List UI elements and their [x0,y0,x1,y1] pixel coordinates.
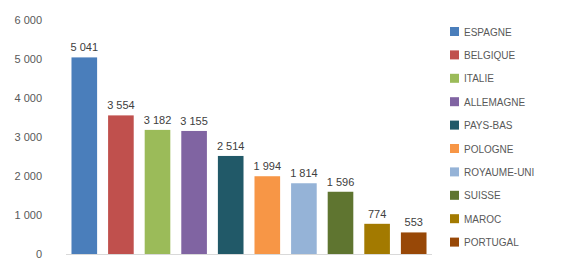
legend-label: ALLEMAGNE [464,97,525,108]
legend-label: BELGIQUE [464,50,515,61]
bars [71,57,426,254]
data-label: 1 814 [290,167,318,179]
data-label: 2 514 [217,140,245,152]
bar [328,192,354,254]
tick-mark [63,215,66,216]
legend-swatch [450,50,459,59]
legend-label: PORTUGAL [464,237,519,248]
tick-mark [63,20,66,21]
tick-mark [63,137,66,138]
legend-swatch [450,191,459,200]
legend-swatch [450,74,459,83]
y-tick-label: 2 000 [14,170,42,182]
data-label: 1 994 [254,160,282,172]
legend: ESPAGNE BELGIQUE ITALIE ALLEMAGNE PAYS-BAS PO… [450,27,534,249]
data-label: 3 182 [144,114,172,126]
x-axis [66,254,432,255]
legend-label: ESPAGNE [464,27,512,38]
data-label: 3 554 [107,99,135,111]
legend-swatch [450,214,459,223]
data-label: 5 041 [71,41,99,53]
bar [71,57,97,254]
y-tick-label: 0 [36,248,42,260]
bar [108,115,134,254]
bar [254,176,280,254]
bar [145,130,171,254]
legend-swatch [450,27,459,36]
legend-swatch [450,97,459,106]
legend-swatch [450,167,459,176]
y-tick-label: 3 000 [14,131,42,143]
legend-label: ITALIE [464,73,494,84]
legend-swatch [450,144,459,153]
tick-mark [63,98,66,99]
y-tick-label: 6 000 [14,14,42,26]
legend-label: SUISSE [464,190,501,201]
bar [291,183,317,254]
bar [401,232,427,254]
data-label: 774 [368,208,386,220]
legend-swatch [450,238,459,247]
bar [364,224,390,254]
y-tick-label: 5 000 [14,53,42,65]
y-tick-label: 4 000 [14,92,42,104]
legend-label: ROYAUME-UNI [464,167,534,178]
tick-mark [63,176,66,177]
y-tick-label: 1 000 [14,209,42,221]
bar [218,156,244,254]
data-label: 3 155 [180,115,208,127]
legend-label: PAYS-BAS [464,120,513,131]
data-label: 553 [405,216,423,228]
tick-mark [63,254,66,255]
legend-label: MAROC [464,214,501,225]
chart: 0 1 000 2 000 3 000 4 000 5 000 6 000 5 041 3 55… [0,0,562,274]
legend-swatch [450,121,459,130]
bar [181,131,207,254]
tick-mark [63,59,66,60]
data-label: 1 596 [327,176,355,188]
legend-label: POLOGNE [464,144,514,155]
